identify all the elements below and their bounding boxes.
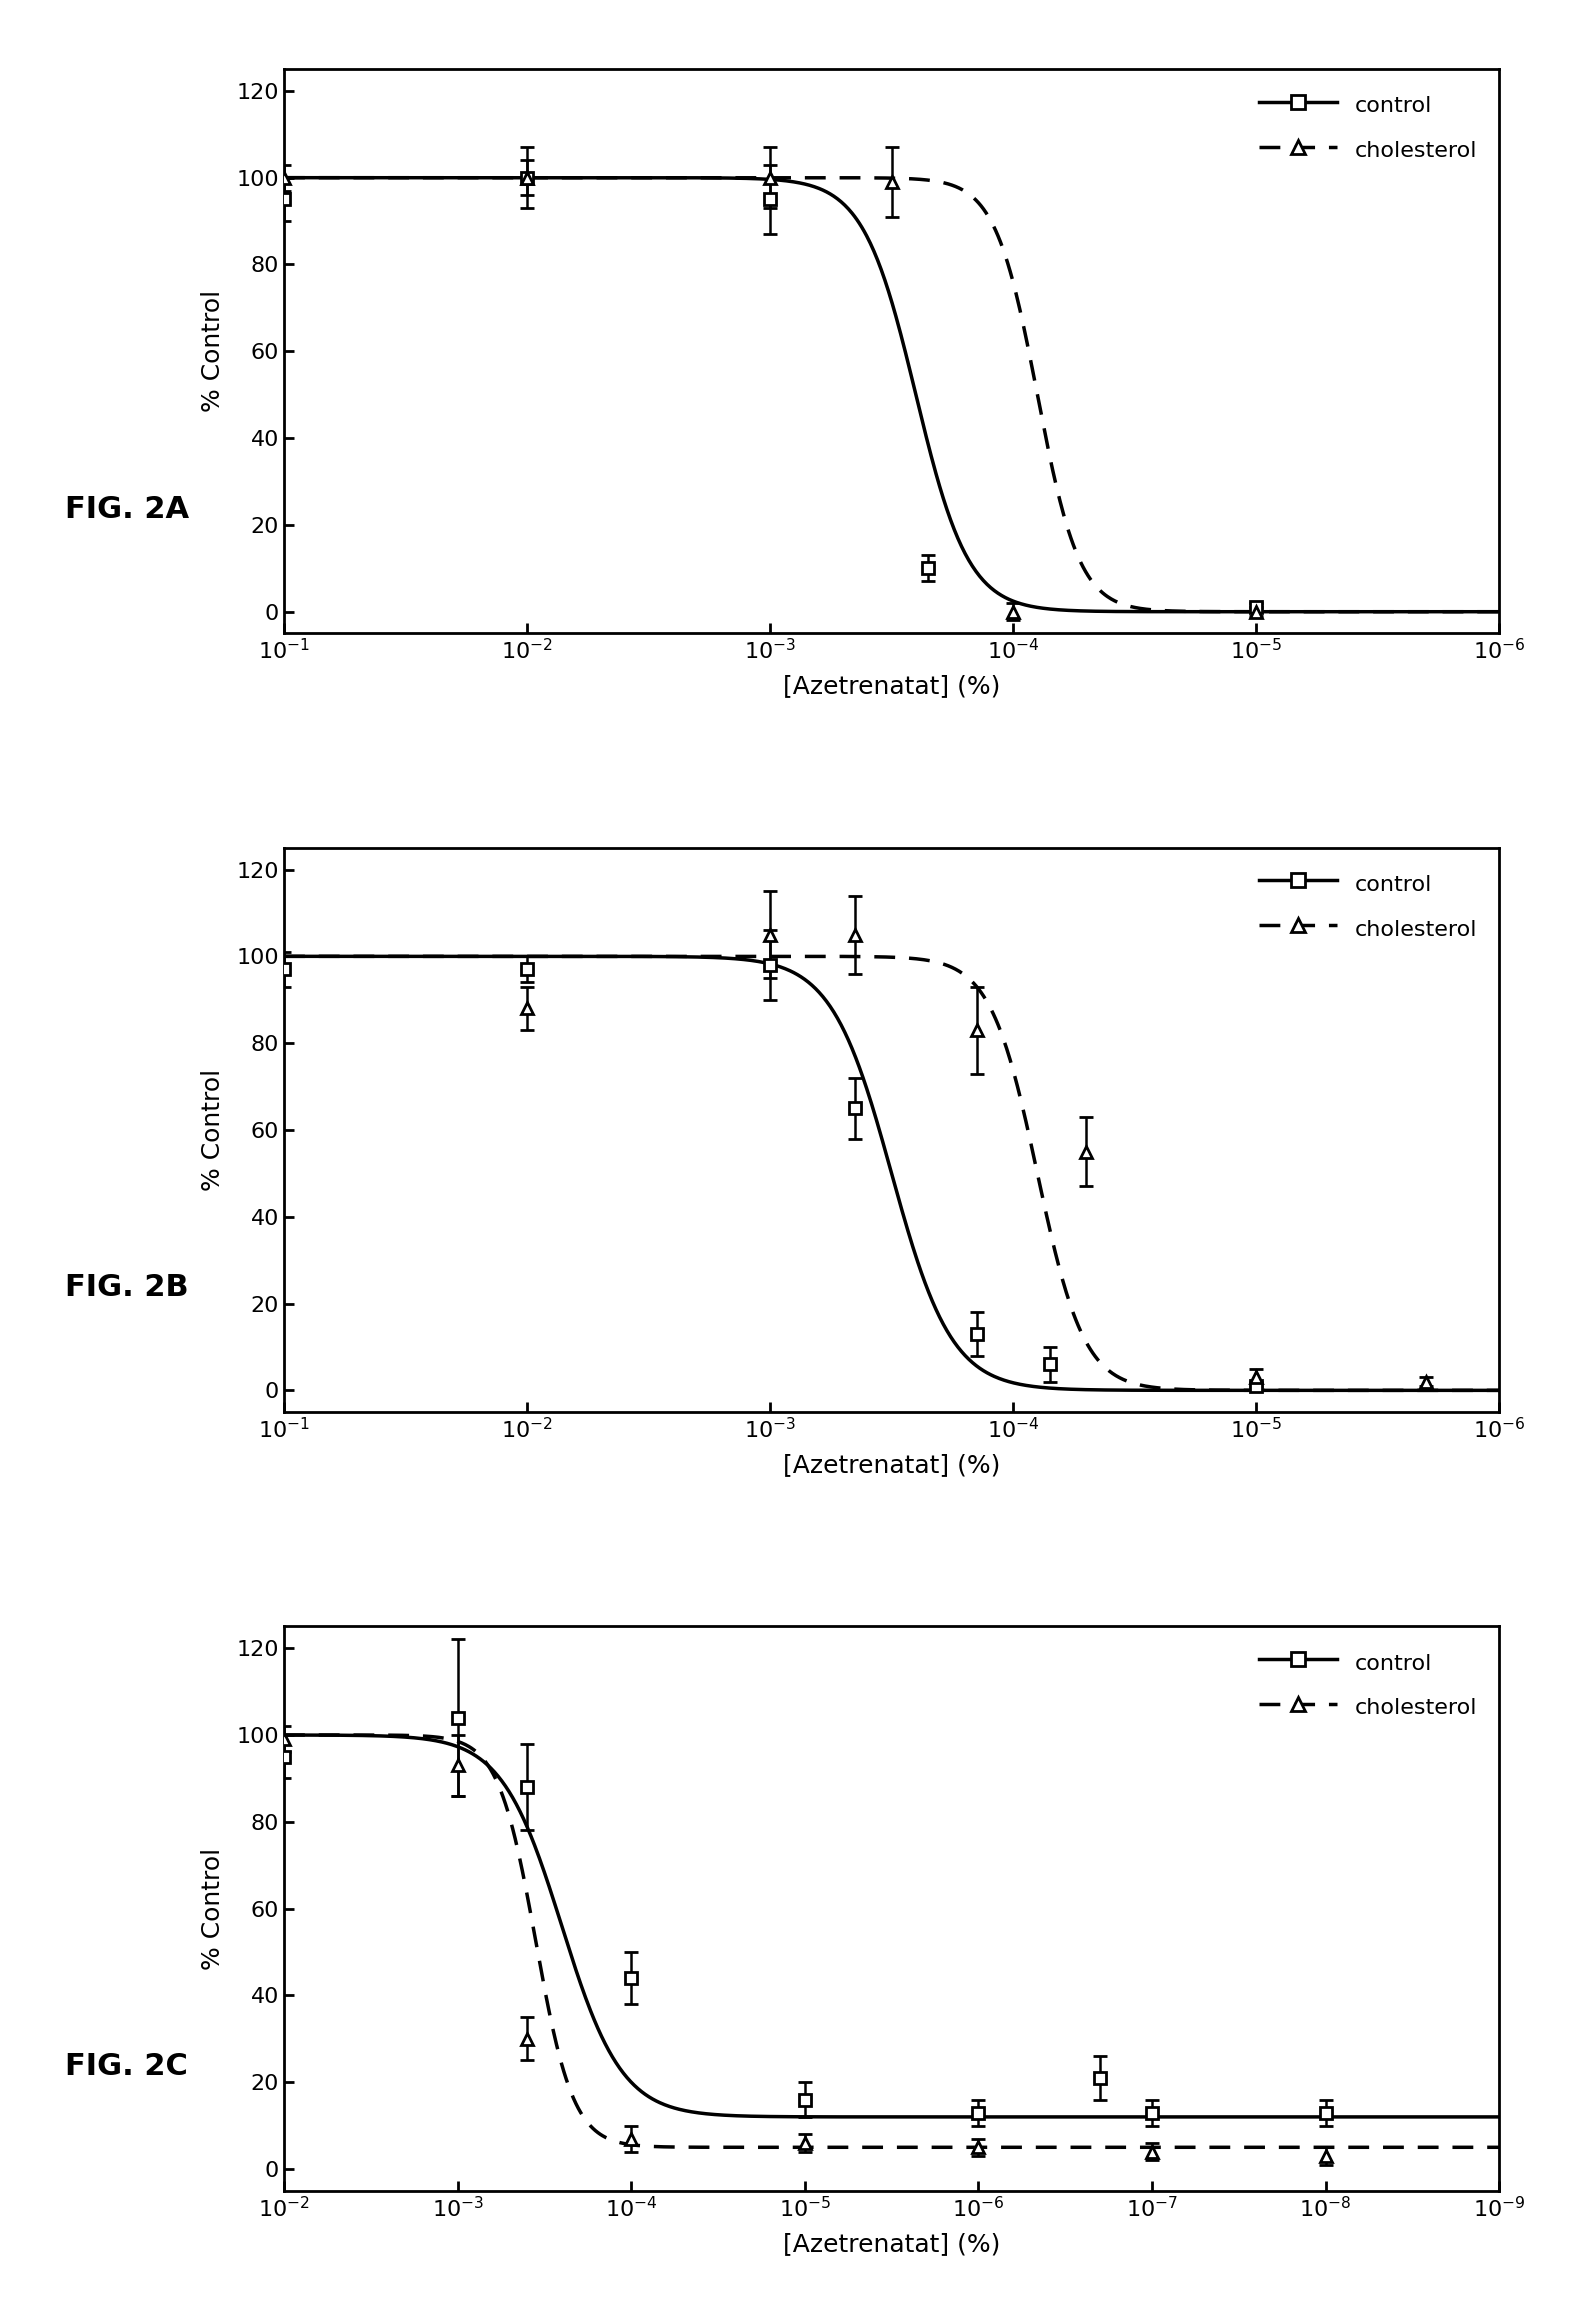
X-axis label: [Azetrenatat] (%): [Azetrenatat] (%)	[783, 1453, 1000, 1478]
Y-axis label: % Control: % Control	[202, 1847, 226, 1969]
Text: FIG. 2A: FIG. 2A	[65, 496, 189, 523]
X-axis label: [Azetrenatat] (%): [Azetrenatat] (%)	[783, 2232, 1000, 2255]
Y-axis label: % Control: % Control	[202, 291, 226, 413]
X-axis label: [Azetrenatat] (%): [Azetrenatat] (%)	[783, 676, 1000, 699]
Legend: control, cholesterol: control, cholesterol	[1248, 858, 1488, 952]
Legend: control, cholesterol: control, cholesterol	[1248, 81, 1488, 175]
Legend: control, cholesterol: control, cholesterol	[1248, 1637, 1488, 1732]
Text: FIG. 2B: FIG. 2B	[65, 1273, 189, 1303]
Text: FIG. 2C: FIG. 2C	[65, 2052, 188, 2080]
Y-axis label: % Control: % Control	[202, 1070, 226, 1190]
